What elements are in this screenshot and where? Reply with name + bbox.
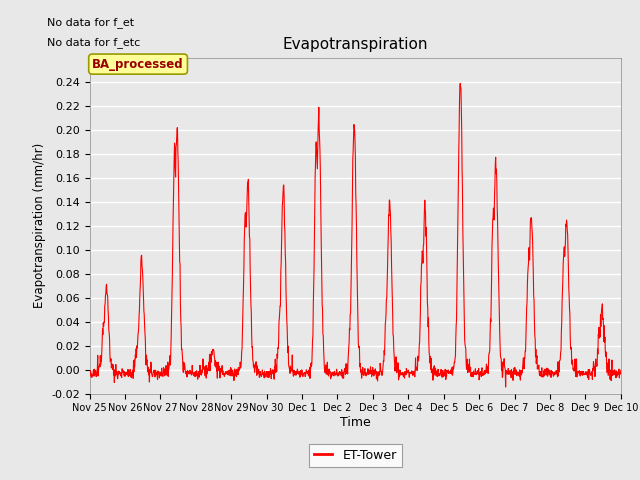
- Y-axis label: Evapotranspiration (mm/hr): Evapotranspiration (mm/hr): [33, 143, 45, 308]
- Text: No data for f_et: No data for f_et: [47, 17, 134, 28]
- X-axis label: Time: Time: [340, 416, 371, 429]
- Legend: ET-Tower: ET-Tower: [308, 444, 402, 467]
- Title: Evapotranspiration: Evapotranspiration: [282, 37, 428, 52]
- Text: BA_processed: BA_processed: [92, 58, 184, 71]
- Text: No data for f_etc: No data for f_etc: [47, 37, 140, 48]
